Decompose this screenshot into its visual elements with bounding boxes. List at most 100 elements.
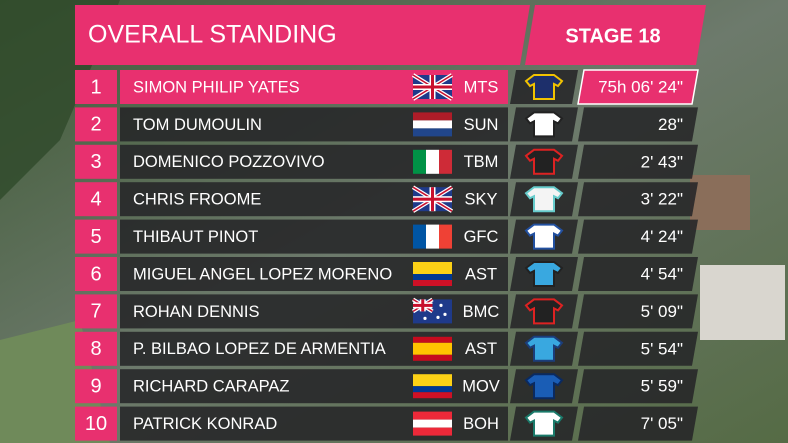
rider-name: TOM DUMOULIN xyxy=(133,116,262,134)
flag-part xyxy=(413,354,452,361)
rank: 5 xyxy=(90,226,101,248)
rider-name: CHRIS FROOME xyxy=(133,191,261,209)
time-cell xyxy=(578,257,698,291)
team-jersey xyxy=(524,261,564,287)
flag-part xyxy=(413,411,452,420)
team-jersey xyxy=(524,410,564,437)
rank: 7 xyxy=(90,301,101,323)
flag-part xyxy=(413,427,452,436)
flag-star xyxy=(439,303,443,307)
team-code: SKY xyxy=(464,191,497,209)
country-flag xyxy=(411,297,452,324)
rank: 8 xyxy=(90,338,101,360)
flag-part xyxy=(439,149,452,174)
country-flag xyxy=(411,185,454,213)
flag-part xyxy=(413,280,452,286)
flag-part xyxy=(413,224,426,249)
rank-cell xyxy=(75,369,117,404)
time-cell xyxy=(578,182,698,217)
flag-part xyxy=(413,342,452,355)
team-jersey xyxy=(524,223,564,250)
team-code: MTS xyxy=(464,78,499,96)
scene-building xyxy=(700,265,785,340)
gap-time: 75h 06' 24" xyxy=(598,77,683,96)
rider-name: DOMENICO POZZOVIVO xyxy=(133,153,325,171)
rider-name: SIMON PHILIP YATES xyxy=(133,78,300,96)
gap-time: 28" xyxy=(658,115,683,134)
rank-cell xyxy=(75,182,117,217)
time-cell xyxy=(578,331,698,366)
team-jersey xyxy=(524,74,564,100)
stage-band xyxy=(525,5,706,65)
gap-time: 3' 22" xyxy=(641,190,683,209)
rider-name: RICHARD CARAPAZ xyxy=(133,378,289,396)
header-band xyxy=(75,5,530,65)
flag-part xyxy=(413,262,452,274)
country-flag xyxy=(413,262,452,286)
rank-cell xyxy=(75,144,117,179)
rank-cell xyxy=(75,257,117,291)
rank: 3 xyxy=(90,151,101,173)
gap-time: 2' 43" xyxy=(641,152,683,171)
team-jersey xyxy=(524,335,564,362)
team-code: BMC xyxy=(463,303,500,321)
team-jersey xyxy=(524,373,564,400)
header-title: OVERALL STANDING xyxy=(88,21,337,49)
gap-time: 4' 24" xyxy=(641,227,683,246)
country-flag xyxy=(411,73,454,101)
standing-row: 5 THIBAUT PINOT GFC 4' 24" xyxy=(75,219,698,254)
country-flag xyxy=(413,112,452,137)
standings-table: 1 SIMON PHILIP YATES MTS 75h 06' 24" 2 TOM DU… xyxy=(75,69,699,441)
flag-part xyxy=(413,120,452,129)
standing-row: 1 SIMON PHILIP YATES MTS 75h 06' 24" xyxy=(75,69,699,105)
rank-cell xyxy=(75,406,117,441)
rider-name: PATRICK KONRAD xyxy=(133,415,277,433)
standing-row: 9 RICHARD CARAPAZ MOV 5' 59" xyxy=(75,369,698,404)
flag-part xyxy=(413,303,433,307)
rank-cell xyxy=(75,70,117,104)
standing-row: 4 CHRIS FROOME SKY 3' 22" xyxy=(75,182,698,217)
gap-time: 5' 54" xyxy=(641,339,683,358)
gap-time: 5' 59" xyxy=(641,377,683,396)
scene-building xyxy=(690,175,750,230)
flag-part xyxy=(413,197,452,201)
team-jersey xyxy=(524,111,564,138)
flag-part xyxy=(426,149,439,174)
country-flag xyxy=(413,411,452,436)
rider-name: ROHAN DENNIS xyxy=(133,303,260,321)
team-code: MOV xyxy=(462,378,500,396)
country-flag xyxy=(413,149,452,174)
standing-row: 2 TOM DUMOULIN SUN 28" xyxy=(75,107,698,142)
team-code: BOH xyxy=(463,415,499,433)
country-flag xyxy=(413,374,452,399)
flag-part xyxy=(413,392,452,399)
header-stage: STAGE 18 xyxy=(565,25,660,47)
rank: 4 xyxy=(90,188,101,210)
flag-part xyxy=(439,224,452,249)
time-cell xyxy=(578,219,698,254)
rank: 6 xyxy=(90,263,101,285)
flag-part xyxy=(413,85,452,89)
rider-name: THIBAUT PINOT xyxy=(133,228,258,246)
flag-star xyxy=(436,315,440,319)
team-jersey xyxy=(524,148,564,175)
country-flag xyxy=(413,336,452,361)
time-cell xyxy=(578,144,698,179)
flag-star xyxy=(443,312,447,316)
standing-row: 3 DOMENICO POZZOVIVO TBM 2' 43" xyxy=(75,144,698,179)
rank-cell xyxy=(75,107,117,142)
time-cell xyxy=(578,406,698,441)
standing-row: 8 P. BILBAO LOPEZ DE ARMENTIA AST 5' 54" xyxy=(75,331,698,366)
team-code: GFC xyxy=(464,228,499,246)
team-jersey xyxy=(524,298,564,325)
team-code: SUN xyxy=(464,116,499,134)
team-jersey xyxy=(524,186,564,213)
flag-part xyxy=(413,274,452,280)
gap-time: 5' 09" xyxy=(641,302,683,321)
flag-part xyxy=(413,128,452,137)
gap-time: 4' 54" xyxy=(641,264,683,283)
standing-row: 7 ROHAN DENNIS BMC 5' 09" xyxy=(75,294,698,329)
flag-part xyxy=(426,224,439,249)
